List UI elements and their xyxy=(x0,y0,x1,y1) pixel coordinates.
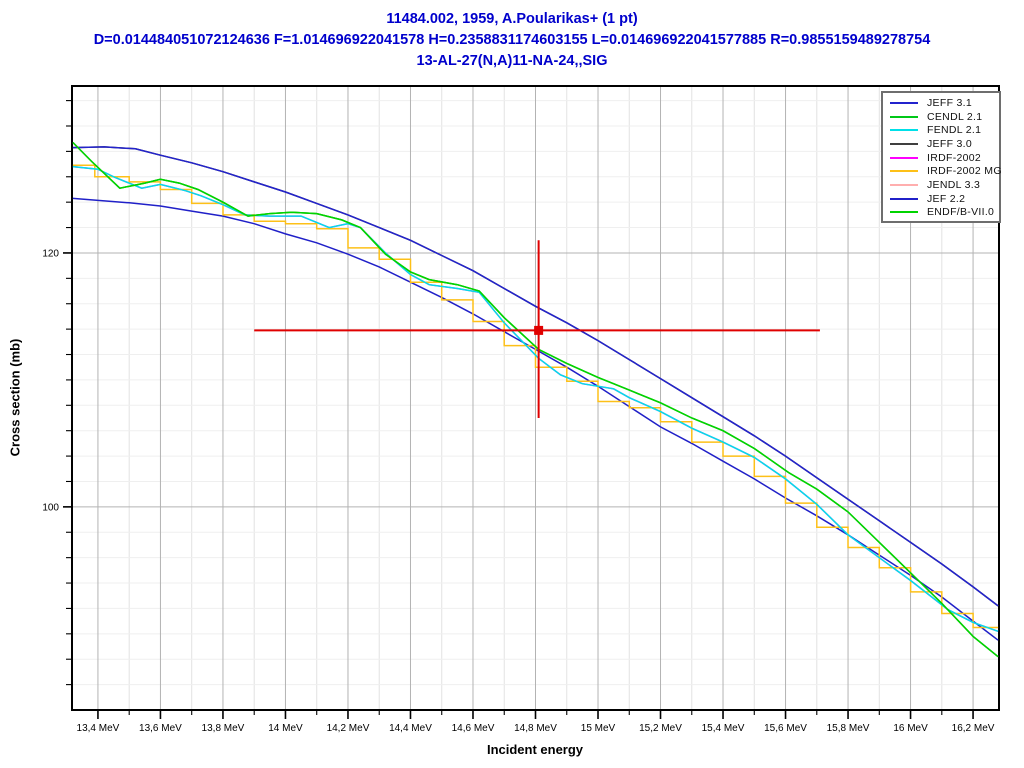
svg-text:14 MeV: 14 MeV xyxy=(268,723,303,734)
svg-text:14,4 MeV: 14,4 MeV xyxy=(389,723,432,734)
legend-entry-label: IRDF-2002 xyxy=(927,151,982,164)
svg-text:13,8 MeV: 13,8 MeV xyxy=(202,723,245,734)
legend-entry: IRDF-2002 xyxy=(883,151,999,165)
legend-entry-label: CENDL 2.1 xyxy=(927,110,983,123)
legend-line-sample xyxy=(890,115,918,118)
legend-line-sample xyxy=(890,129,918,132)
svg-text:15,2 MeV: 15,2 MeV xyxy=(639,723,682,734)
svg-text:15,4 MeV: 15,4 MeV xyxy=(702,723,745,734)
svg-text:16,2 MeV: 16,2 MeV xyxy=(952,723,995,734)
legend-entry-label: JEF 2.2 xyxy=(927,192,966,205)
svg-text:13,6 MeV: 13,6 MeV xyxy=(139,723,182,734)
legend-entry: JENDL 3.3 xyxy=(883,178,999,192)
legend-line-sample xyxy=(890,170,918,173)
svg-text:15,8 MeV: 15,8 MeV xyxy=(827,723,870,734)
svg-text:16 MeV: 16 MeV xyxy=(893,723,928,734)
y-ticks xyxy=(63,100,72,686)
series-jeff-3-1 xyxy=(72,146,999,607)
legend-entry: IRDF-2002 MG xyxy=(883,164,1002,178)
legend-entry-label: ENDF/B-VII.0 xyxy=(927,206,995,219)
legend-entry-label: FENDL 2.1 xyxy=(927,124,982,137)
y-tick-labels: 120 100 xyxy=(42,248,59,513)
legend-entry-label: JENDL 3.3 xyxy=(927,178,981,191)
experimental-point xyxy=(254,240,820,418)
legend-entry-label: JEFF 3.1 xyxy=(927,96,972,109)
title-reaction: 13-AL-27(N,A)11-NA-24,,SIG xyxy=(416,53,608,69)
title-statistics: D=0.014484051072124636 F=1.0146969220415… xyxy=(93,32,931,48)
svg-text:15,6 MeV: 15,6 MeV xyxy=(764,723,807,734)
grid-major xyxy=(72,86,999,710)
svg-text:14,6 MeV: 14,6 MeV xyxy=(452,723,495,734)
y-axis-title: Cross section (mb) xyxy=(7,338,23,457)
plot-frame xyxy=(71,85,1000,711)
svg-text:14,2 MeV: 14,2 MeV xyxy=(327,723,370,734)
legend-entry-label: JEFF 3.0 xyxy=(927,137,972,150)
svg-text:13,4 MeV: 13,4 MeV xyxy=(77,723,120,734)
legend-entry: JEF 2.2 xyxy=(883,192,999,206)
legend-entry: JEFF 3.1 xyxy=(883,96,999,110)
legend-line-sample xyxy=(890,211,918,214)
legend-entry: JEFF 3.0 xyxy=(883,137,999,151)
svg-text:14,8 MeV: 14,8 MeV xyxy=(514,723,557,734)
data-point-marker xyxy=(534,325,544,335)
legend-entry: FENDL 2.1 xyxy=(883,123,999,137)
legend-line-sample xyxy=(890,197,918,200)
legend-entry: CENDL 2.1 xyxy=(883,110,999,124)
svg-text:120: 120 xyxy=(42,248,59,259)
x-tick-labels: 13,4 MeV 13,6 MeV 13,8 MeV 14 MeV 14,2 MeV 14… xyxy=(77,723,995,734)
series-fendl-2-1 xyxy=(72,165,999,633)
legend-line-sample xyxy=(890,142,918,145)
legend-entry-label: IRDF-2002 MG xyxy=(927,165,1002,178)
legend-line-sample xyxy=(890,101,918,104)
svg-text:15 MeV: 15 MeV xyxy=(581,723,616,734)
legend-entry: ENDF/B-VII.0 xyxy=(883,206,999,220)
series-endf-b-vii-0 xyxy=(72,141,999,658)
legend-line-sample xyxy=(890,183,918,186)
title-dataset: 11484.002, 1959, A.Poularikas+ (1 pt) xyxy=(386,11,638,27)
x-axis-title: Incident energy xyxy=(486,742,584,757)
series-irdf-2002-mg xyxy=(72,164,999,629)
x-ticks xyxy=(97,710,974,719)
legend: JEFF 3.1 CENDL 2.1 FENDL 2.1 JEFF 3.0 IRDF-2… xyxy=(881,91,1001,223)
svg-text:100: 100 xyxy=(42,502,59,513)
legend-line-sample xyxy=(890,156,918,159)
